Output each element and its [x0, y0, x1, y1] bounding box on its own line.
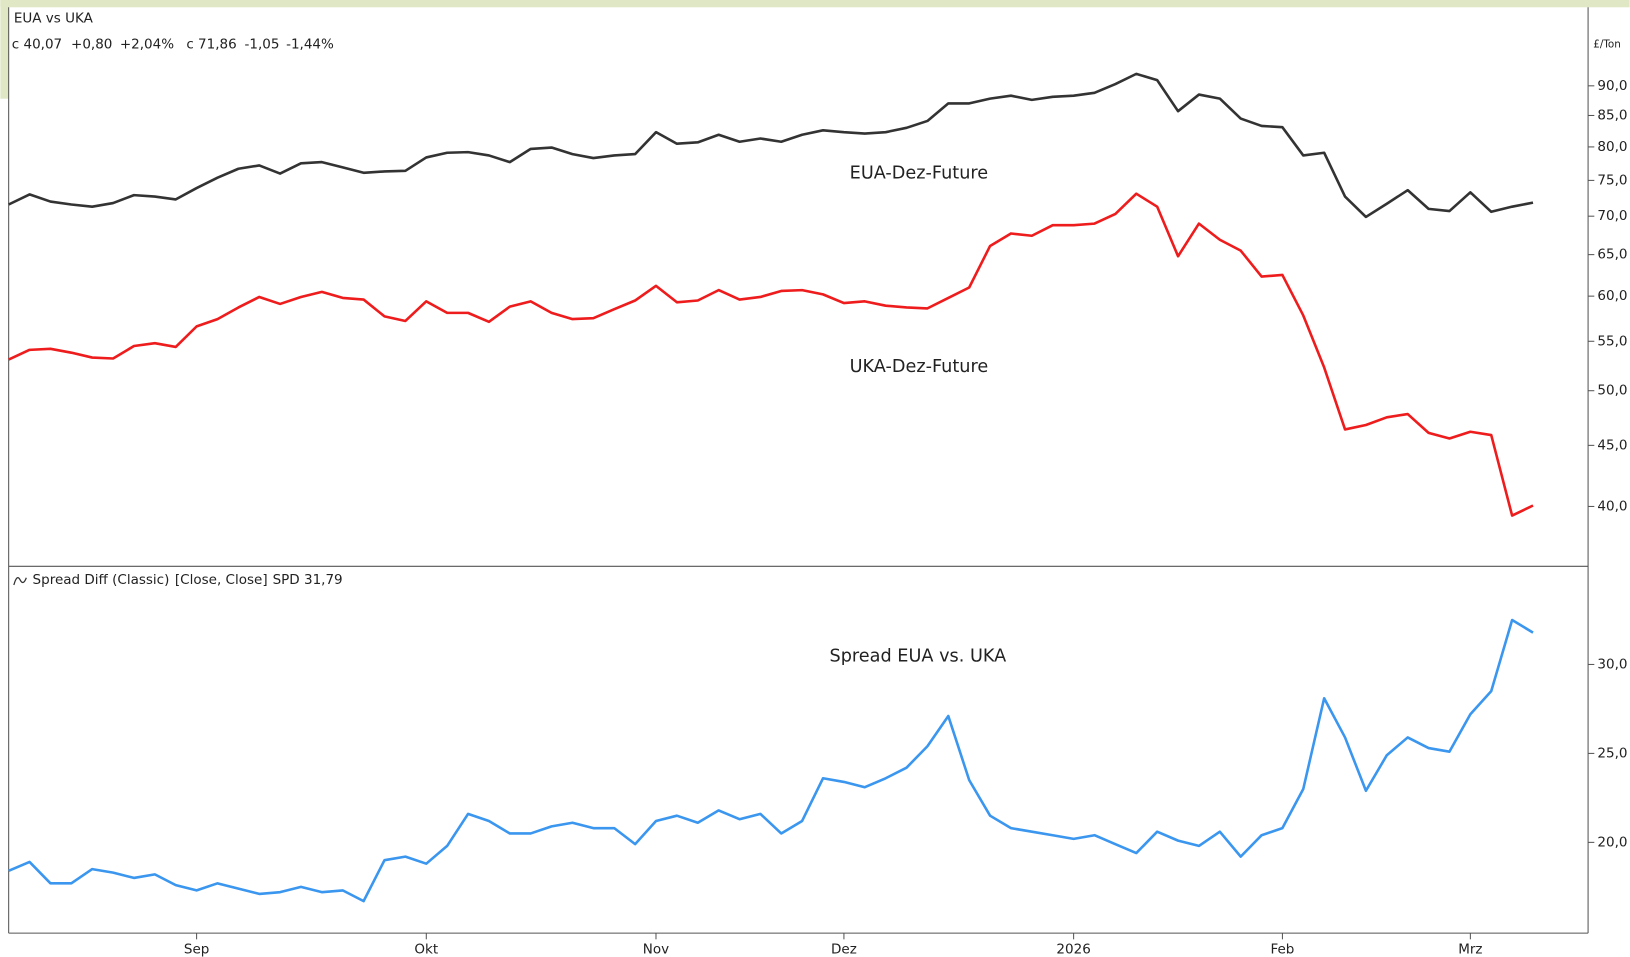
series-label: UKA-Dez-Future: [850, 357, 989, 377]
quote: c 71,86: [186, 37, 236, 53]
y-tick-label: 20,0: [1597, 834, 1627, 850]
unit-label: £/Ton: [1593, 39, 1621, 51]
y-tick-label: 75,0: [1597, 172, 1627, 188]
indicator-title: Spread Diff (Classic): [33, 572, 170, 588]
x-tick-label: Dez: [831, 942, 857, 957]
y-tick-label: 80,0: [1597, 139, 1627, 155]
y-tick-label: 25,0: [1597, 745, 1627, 761]
window-strip: [0, 0, 1630, 8]
y-tick-label: 30,0: [1597, 656, 1627, 672]
chart-title: EUA vs UKA: [14, 11, 94, 27]
y-tick-label: 45,0: [1597, 437, 1627, 453]
quote: +2,04%: [120, 37, 174, 53]
x-tick-label: Sep: [184, 942, 209, 957]
series-line: [8, 72, 1534, 219]
y-tick-label: 85,0: [1597, 107, 1627, 123]
series-line: [8, 618, 1534, 903]
y-tick-label: 50,0: [1597, 383, 1627, 399]
x-tick-label: Nov: [643, 942, 669, 957]
quote: +0,80: [71, 37, 112, 53]
x-tick-label: Mrz: [1458, 942, 1482, 957]
y-tick-label: 40,0: [1597, 498, 1627, 514]
series-line: [8, 192, 1534, 517]
quote: c 40,07: [12, 37, 62, 53]
quote: -1,05: [245, 37, 280, 53]
y-tick-label: 65,0: [1597, 247, 1627, 263]
x-tick-label: Feb: [1270, 942, 1294, 957]
y-tick-label: 70,0: [1597, 208, 1627, 224]
indicator-quote: SPD 31,79: [273, 572, 343, 588]
indicator-inputs: [Close, Close]: [175, 572, 268, 588]
indicator-icon: [13, 576, 27, 586]
series-label: Spread EUA vs. UKA: [830, 647, 1007, 667]
y-tick-label: 55,0: [1597, 333, 1627, 349]
series-label: EUA-Dez-Future: [850, 164, 988, 184]
y-tick-label: 60,0: [1597, 288, 1627, 304]
quote: -1,44%: [286, 37, 334, 53]
y-tick-label: 90,0: [1597, 78, 1627, 94]
x-tick-label: Okt: [414, 942, 438, 957]
window-strip-left: [0, 0, 9, 99]
x-tick-label: 2026: [1056, 942, 1090, 957]
